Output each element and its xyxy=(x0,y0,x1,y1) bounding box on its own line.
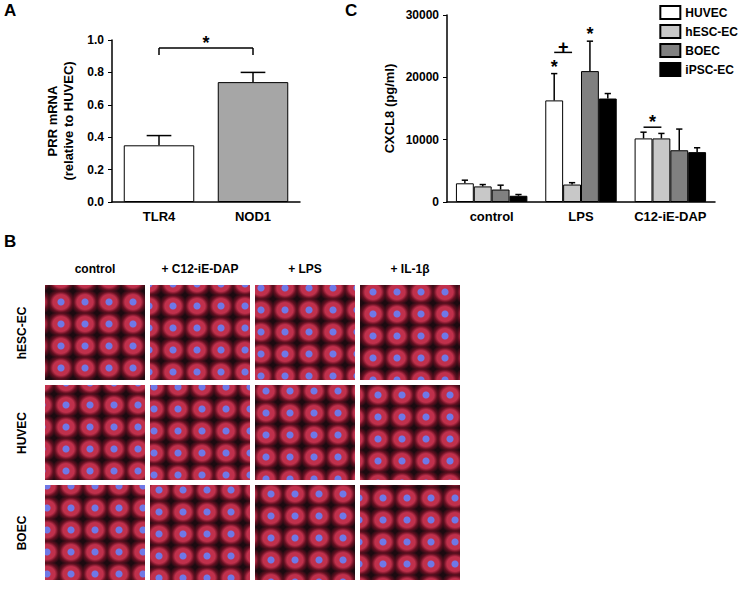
svg-text:BOEC: BOEC xyxy=(685,44,720,58)
svg-text:1.0: 1.0 xyxy=(87,33,104,47)
svg-text:0.0: 0.0 xyxy=(87,195,104,209)
html-text:HUVEC: HUVEC xyxy=(15,411,29,454)
svg-text:20000: 20000 xyxy=(406,70,440,84)
svg-text:NOD1: NOD1 xyxy=(235,209,271,224)
svg-text:0.8: 0.8 xyxy=(87,65,104,79)
svg-text:0.6: 0.6 xyxy=(87,98,104,112)
svg-text:0: 0 xyxy=(432,195,439,209)
svg-text:TLR4: TLR4 xyxy=(143,209,176,224)
svg-text:iPSC-EC: iPSC-EC xyxy=(685,63,734,77)
svg-text:C12-iE-DAP: C12-iE-DAP xyxy=(634,209,707,224)
svg-text:10000: 10000 xyxy=(406,133,440,147)
html-text:BOEC: BOEC xyxy=(15,515,29,550)
html-text:+ IL-1β: + IL-1β xyxy=(390,262,430,276)
svg-text:HUVEC: HUVEC xyxy=(685,6,727,20)
svg-text:*: * xyxy=(551,57,558,77)
svg-text:PRR mRNA: PRR mRNA xyxy=(45,85,60,156)
svg-text:C: C xyxy=(345,1,357,20)
svg-text:0.4: 0.4 xyxy=(87,130,104,144)
svg-text:A: A xyxy=(4,1,16,20)
html-text:hESC-EC: hESC-EC xyxy=(15,306,29,359)
svg-text:control: control xyxy=(470,209,514,224)
html-text:B: B xyxy=(4,232,17,251)
svg-text:0.2: 0.2 xyxy=(87,163,104,177)
svg-text:*: * xyxy=(586,24,593,44)
svg-text:30000: 30000 xyxy=(406,8,440,22)
svg-text:(relative to HUVEC): (relative to HUVEC) xyxy=(61,61,76,180)
html-text:+ LPS: + LPS xyxy=(288,262,322,276)
svg-text:*: * xyxy=(202,33,209,53)
svg-text:+: + xyxy=(558,37,569,57)
svg-text:LPS: LPS xyxy=(568,209,594,224)
html-text:+ C12-iE-DAP: + C12-iE-DAP xyxy=(161,262,239,276)
svg-text:CXCL8 (pg/ml): CXCL8 (pg/ml) xyxy=(382,64,397,154)
svg-text:*: * xyxy=(649,112,656,132)
html-text:control: control xyxy=(74,262,116,276)
svg-text:hESC-EC: hESC-EC xyxy=(685,25,738,39)
